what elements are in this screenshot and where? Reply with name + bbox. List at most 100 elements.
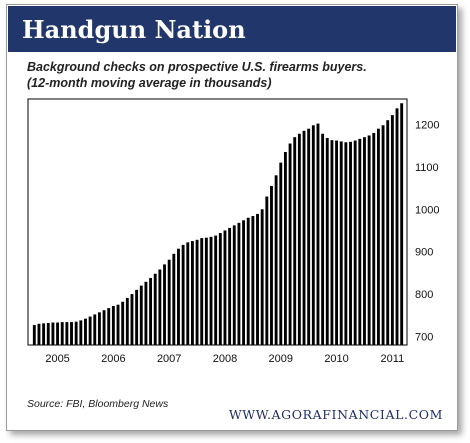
y-tick-label-1100: 1100 [415,162,439,174]
bar-2011-01 [395,108,399,345]
bar-2006-01 [116,304,120,345]
bar-2007-10 [214,235,218,345]
bar-2008-03 [237,222,241,345]
bar-2009-01 [283,152,287,345]
bar-2005-05 [79,320,83,345]
website-url: WWW.AGORAFINANCIAL.COM [228,407,443,422]
bar-2008-05 [246,217,250,345]
chart-subtitle: Background checks on prospective U.S. fi… [27,59,367,91]
bar-2009-09 [321,133,325,345]
bar-2006-03 [125,297,129,345]
source-note: Source: FBI, Bloomberg News [27,398,169,410]
bar-2009-05 [302,130,306,345]
bar-2010-01 [339,141,343,345]
bar-2010-08 [372,132,376,345]
bar-2008-06 [251,216,255,345]
bar-2010-06 [363,137,366,345]
bar-2009-10 [325,138,329,345]
bar-2006-02 [121,301,125,345]
y-tick-label-900: 900 [415,247,433,259]
bar-2007-03 [181,244,185,345]
bar-2010-05 [358,138,362,345]
bar-2005-02 [65,322,69,345]
bar-2005-12 [111,305,115,345]
bar-2006-12 [167,259,171,345]
bar-2010-03 [349,141,352,345]
bar-2007-12 [223,230,227,345]
bar-2004-07 [32,325,36,345]
bar-2007-04 [186,242,190,345]
bar-2008-10 [270,185,273,345]
bar-2008-11 [274,175,278,345]
bar-2008-12 [279,162,283,345]
bar-2005-11 [107,308,111,345]
y-tick-label-1200: 1200 [415,119,439,131]
bar-2004-08 [37,323,41,345]
bar-2005-09 [97,312,101,345]
bar-2011-02 [400,103,404,346]
bar-2008-01 [228,227,232,345]
x-tick-label-2006: 2006 [101,353,125,365]
bar-2009-04 [297,133,301,345]
bar-2007-08 [204,237,208,345]
bar-2005-03 [70,322,73,345]
bar-series [32,103,404,346]
bar-2010-10 [381,125,385,345]
x-tick-label-2005: 2005 [45,353,69,365]
bar-2010-02 [344,142,348,345]
x-tick-label-2008: 2008 [213,353,237,365]
bar-2004-10 [46,322,50,345]
bar-2004-12 [56,322,60,345]
bar-2007-11 [218,233,222,345]
y-tick-label-700: 700 [415,332,433,344]
x-tick-label-2009: 2009 [269,353,293,365]
bar-2010-12 [390,115,394,346]
bar-2007-09 [209,236,213,345]
bar-2009-08 [316,123,320,345]
bar-2006-04 [130,294,134,345]
header-banner: Handgun Nation [8,6,456,52]
bar-2007-02 [177,248,180,345]
bar-2010-07 [367,135,371,345]
bar-2009-02 [288,143,292,345]
bar-2009-11 [330,140,334,345]
y-tick-label-800: 800 [415,289,433,301]
page-title: Handgun Nation [22,15,246,44]
subtitle-line-2: (12-month moving average in thousands) [27,76,272,90]
y-axis: 700 800 900 1000 1100 1200 [415,119,439,343]
bar-2005-04 [74,321,78,345]
bar-2008-04 [242,220,246,345]
bar-2010-04 [353,140,357,345]
subtitle-line-1: Background checks on prospective U.S. fi… [27,60,367,74]
bar-2008-07 [256,213,259,345]
bar-2007-06 [195,239,199,345]
x-tick-label-2011: 2011 [381,353,405,365]
bar-2010-11 [386,120,390,346]
plot-area [27,98,408,346]
bar-2004-11 [51,322,55,345]
bar-2004-09 [42,323,46,345]
bar-2007-05 [190,241,194,345]
bar-2006-05 [135,289,139,345]
bar-2010-09 [376,128,380,345]
bar-2009-07 [311,125,315,345]
x-axis: 2005 2006 2007 2008 2009 2010 2011 [45,353,404,365]
bar-2008-08 [260,209,264,345]
bar-2006-06 [139,285,143,345]
bar-2005-07 [88,316,92,345]
bar-2005-06 [84,318,87,345]
bar-2008-09 [265,196,269,345]
bar-2009-12 [335,140,339,345]
bar-2005-01 [60,322,64,345]
bar-2006-09 [153,273,157,345]
bar-2005-08 [93,314,97,345]
bar-2009-03 [293,137,297,345]
bar-2007-01 [172,253,176,345]
y-tick-label-1000: 1000 [415,204,439,216]
bar-2005-10 [102,310,106,345]
bar-2009-06 [307,128,311,345]
bar-2007-07 [200,238,204,345]
bar-2008-02 [232,225,236,345]
bar-2006-10 [158,269,162,345]
